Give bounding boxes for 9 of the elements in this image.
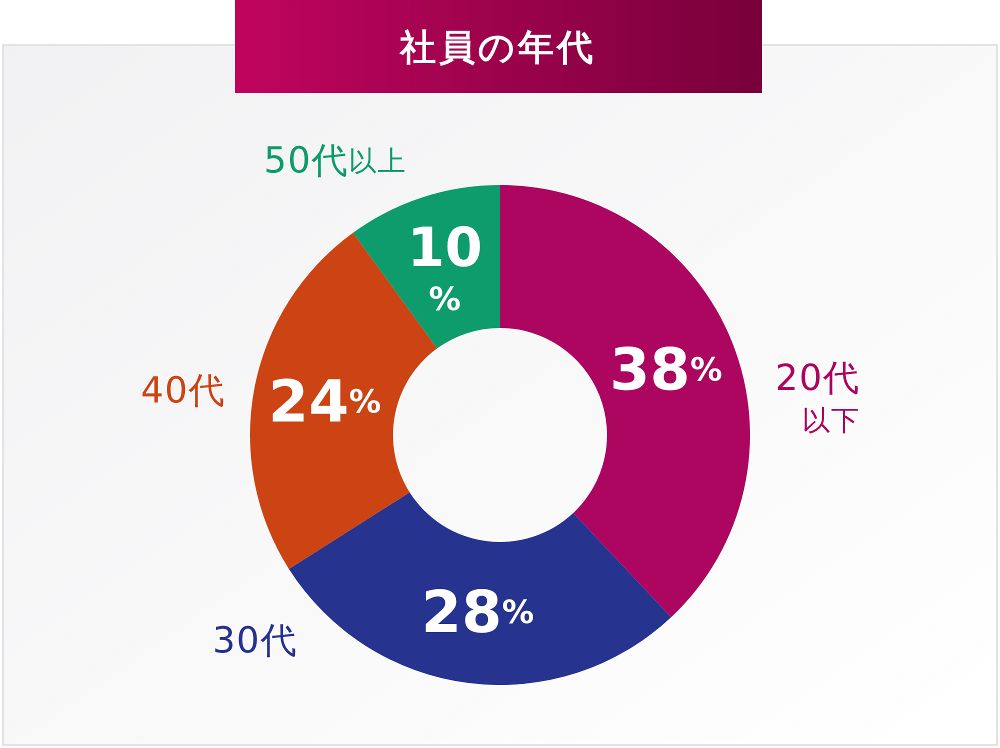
slice-label: 30代: [212, 620, 298, 662]
slice-label: 40代: [140, 370, 226, 411]
slice-label: 20代以下: [775, 358, 860, 436]
data-label: 38%: [610, 335, 722, 404]
chart-title: 社員の年代: [399, 28, 596, 68]
slice-label: 50代以上: [264, 140, 407, 182]
data-label: 28%: [421, 578, 534, 646]
data-label: 24%: [268, 368, 382, 436]
data-label: 10%: [407, 216, 482, 318]
